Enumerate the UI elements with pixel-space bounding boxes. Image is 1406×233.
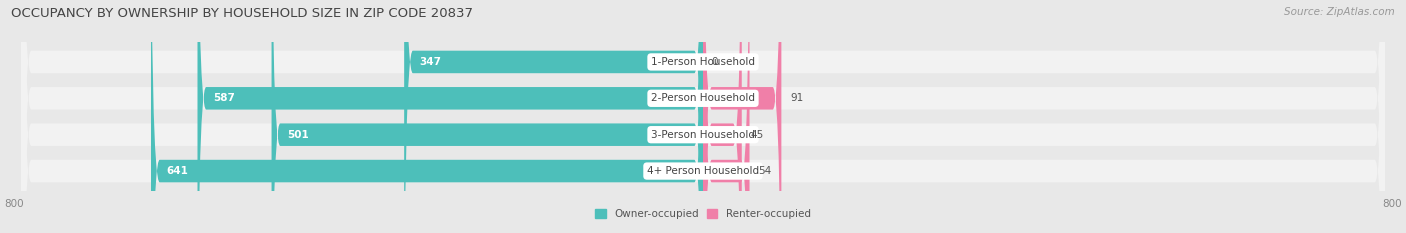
FancyBboxPatch shape (21, 0, 1385, 233)
Legend: Owner-occupied, Renter-occupied: Owner-occupied, Renter-occupied (591, 205, 815, 223)
Text: 1-Person Household: 1-Person Household (651, 57, 755, 67)
FancyBboxPatch shape (703, 0, 782, 233)
Text: 3-Person Household: 3-Person Household (651, 130, 755, 140)
Text: 2-Person Household: 2-Person Household (651, 93, 755, 103)
FancyBboxPatch shape (21, 0, 1385, 233)
Text: 45: 45 (751, 130, 763, 140)
Text: 587: 587 (212, 93, 235, 103)
Text: 91: 91 (790, 93, 803, 103)
FancyBboxPatch shape (703, 0, 742, 233)
Text: Source: ZipAtlas.com: Source: ZipAtlas.com (1284, 7, 1395, 17)
FancyBboxPatch shape (404, 0, 703, 233)
Text: 54: 54 (758, 166, 772, 176)
FancyBboxPatch shape (703, 0, 749, 233)
Text: 4+ Person Household: 4+ Person Household (647, 166, 759, 176)
FancyBboxPatch shape (21, 0, 1385, 233)
FancyBboxPatch shape (21, 0, 1385, 233)
FancyBboxPatch shape (197, 0, 703, 233)
Text: 501: 501 (287, 130, 309, 140)
Text: 641: 641 (166, 166, 188, 176)
FancyBboxPatch shape (150, 0, 703, 233)
FancyBboxPatch shape (271, 0, 703, 233)
Text: OCCUPANCY BY OWNERSHIP BY HOUSEHOLD SIZE IN ZIP CODE 20837: OCCUPANCY BY OWNERSHIP BY HOUSEHOLD SIZE… (11, 7, 474, 20)
Text: 347: 347 (419, 57, 441, 67)
Text: 0: 0 (711, 57, 718, 67)
